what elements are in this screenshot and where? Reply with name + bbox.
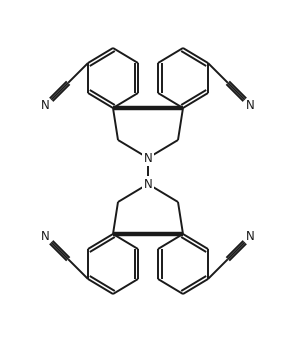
Text: N: N <box>246 99 255 112</box>
Text: N: N <box>246 230 255 243</box>
Text: N: N <box>144 177 152 190</box>
Text: N: N <box>144 152 152 165</box>
Text: N: N <box>41 230 50 243</box>
Text: N: N <box>41 99 50 112</box>
